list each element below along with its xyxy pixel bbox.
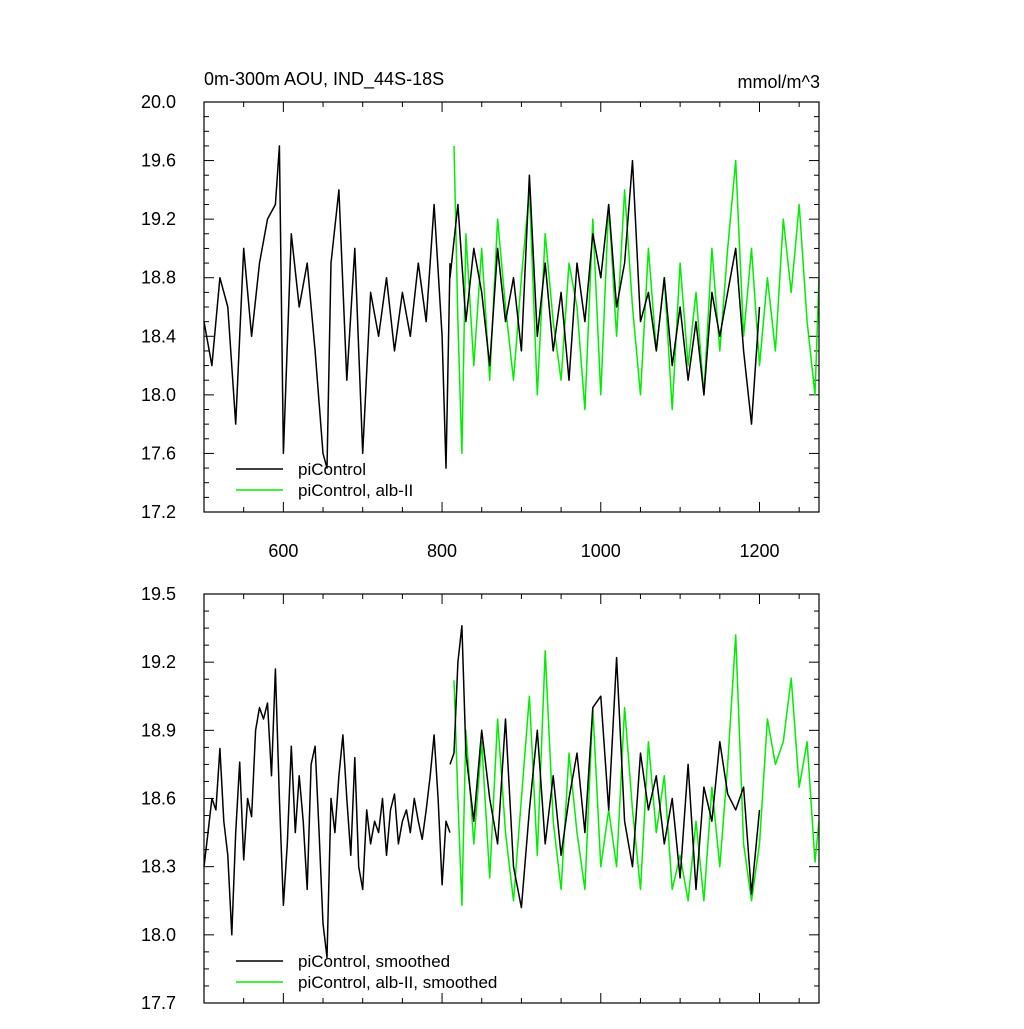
y-tick-label: 18.8 [141, 268, 176, 288]
y-tick-label: 19.2 [141, 652, 176, 672]
x-tick-label: 600 [268, 541, 298, 561]
bottom-series-line-1 [453, 634, 820, 907]
y-tick-label: 18.9 [141, 720, 176, 740]
bottom-ticks: 17.7 18.0 18.3 18.6 18.9 19.2 19.5 [141, 584, 819, 1013]
legend-label-picontrol: piControl [298, 460, 366, 479]
top-plot-frame [203, 101, 820, 513]
bottom-series-line-0 [203, 668, 451, 959]
top-series-line-1 [453, 145, 820, 455]
x-tick-label: 1200 [739, 541, 779, 561]
top-series-line-0 [203, 145, 451, 469]
bottom-series-lines [203, 625, 820, 959]
chart-title: 0m-300m AOU, IND_44S-18S [204, 69, 444, 90]
y-tick-label: 18.0 [141, 925, 176, 945]
y-tick-label: 19.6 [141, 151, 176, 171]
y-tick-label: 18.4 [141, 326, 176, 346]
y-tick-label: 18.0 [141, 385, 176, 405]
top-series-line-2 [449, 159, 761, 425]
x-tick-label: 1000 [581, 541, 621, 561]
y-tick-label: 19.2 [141, 209, 176, 229]
y-tick-label: 17.7 [141, 993, 176, 1013]
top-series-lines [203, 145, 820, 469]
top-legend: piControl piControl, alb-II [236, 460, 413, 500]
y-tick-label: 17.2 [141, 502, 176, 522]
top-ticks: 17.2 17.6 18.0 18.4 18.8 19.2 19.6 20.0 600 800 10… [141, 92, 819, 561]
units-label: mmol/m^3 [738, 72, 820, 92]
x-tick-label: 800 [427, 541, 457, 561]
y-tick-label: 17.6 [141, 443, 176, 463]
y-tick-label: 20.0 [141, 92, 176, 112]
bottom-panel: 17.7 18.0 18.3 18.6 18.9 19.2 19.5 piControl, … [141, 584, 820, 1013]
y-tick-label: 19.5 [141, 584, 176, 604]
legend-label-picontrol-smoothed: piControl, smoothed [298, 952, 450, 971]
y-tick-label: 18.6 [141, 789, 176, 809]
bottom-legend: piControl, smoothed piControl, alb-II, s… [236, 952, 497, 992]
y-tick-label: 18.3 [141, 857, 176, 877]
legend-label-alb-ii: piControl, alb-II [298, 481, 413, 500]
legend-label-alb-ii-smoothed: piControl, alb-II, smoothed [298, 973, 497, 992]
bottom-plot-frame [203, 593, 820, 1004]
bottom-series-line-2 [449, 625, 761, 909]
top-panel: 0m-300m AOU, IND_44S-18S mmol/m^3 17.217… [141, 69, 820, 561]
